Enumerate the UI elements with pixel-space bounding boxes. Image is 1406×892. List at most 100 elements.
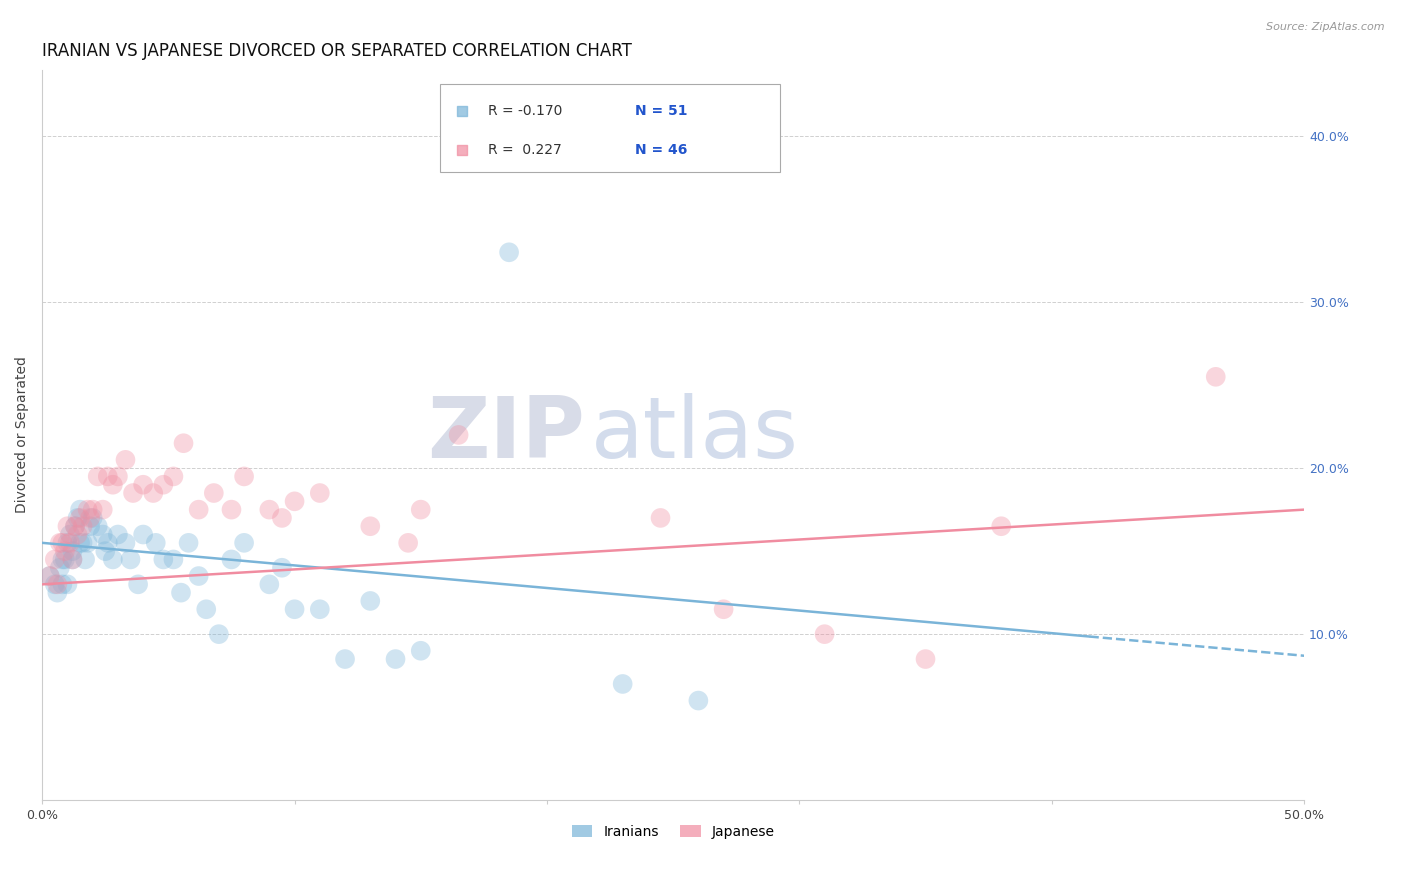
Point (72, 519, 94, 533)
Point (59, 527, 82, 541)
Point (76, 536, 98, 550)
Point (94, 544, 117, 558)
Point (384, 652, 406, 666)
Point (62, 544, 84, 558)
Point (49, 536, 72, 550)
Text: Source: ZipAtlas.com: Source: ZipAtlas.com (1267, 22, 1385, 32)
Point (56, 519, 79, 533)
Point (284, 602, 307, 616)
Point (447, 428, 470, 442)
Point (195, 602, 218, 616)
Point (87, 469, 110, 483)
Point (49, 560, 72, 574)
Point (333, 652, 356, 666)
Point (271, 560, 294, 574)
Point (59, 536, 82, 550)
Point (63, 519, 86, 533)
Point (63, 519, 86, 533)
Text: N = 51: N = 51 (636, 103, 688, 118)
Point (177, 536, 200, 550)
Point (72, 536, 94, 550)
Point (688, 693, 710, 707)
Point (82, 502, 104, 516)
Point (82, 511, 104, 525)
Point (173, 436, 195, 450)
Point (51, 536, 73, 550)
Point (202, 486, 225, 500)
Point (308, 486, 330, 500)
Point (62, 552, 84, 566)
Text: atlas: atlas (591, 393, 799, 476)
Point (990, 519, 1012, 533)
Point (44, 552, 66, 566)
Point (152, 552, 174, 566)
Point (162, 469, 184, 483)
Legend: Iranians, Japanese: Iranians, Japanese (567, 819, 780, 845)
Point (79, 511, 101, 525)
Point (187, 569, 209, 583)
Point (51, 552, 73, 566)
Text: R =  0.227: R = 0.227 (488, 143, 561, 157)
Point (114, 452, 136, 467)
Point (498, 245, 520, 260)
Point (66, 527, 89, 541)
Point (87, 519, 110, 533)
Text: N = 46: N = 46 (636, 143, 688, 157)
Point (914, 652, 936, 666)
Point (69, 536, 91, 550)
Point (132, 477, 155, 491)
Point (359, 594, 381, 608)
Point (813, 627, 835, 641)
Y-axis label: Divorced or Separated: Divorced or Separated (15, 357, 30, 514)
Point (46, 577, 69, 591)
Point (221, 552, 243, 566)
Point (44, 577, 66, 591)
Point (1205, 369, 1227, 384)
Point (409, 502, 432, 516)
Point (162, 552, 184, 566)
Point (76, 502, 98, 516)
Point (650, 511, 672, 525)
Point (122, 486, 145, 500)
Point (259, 577, 281, 591)
Point (46, 585, 69, 599)
Point (284, 494, 307, 508)
Point (53, 544, 76, 558)
Point (62, 552, 84, 566)
Point (91, 502, 114, 516)
Point (612, 677, 634, 691)
Point (114, 536, 136, 550)
Point (101, 477, 124, 491)
Point (271, 511, 294, 525)
Point (51, 577, 73, 591)
Text: ZIP: ZIP (427, 393, 585, 476)
Point (69, 511, 91, 525)
Point (396, 536, 419, 550)
Point (132, 527, 155, 541)
Point (221, 502, 243, 516)
Point (101, 552, 124, 566)
Point (91, 527, 114, 541)
Point (208, 627, 231, 641)
Point (409, 644, 432, 658)
Point (308, 602, 330, 616)
Point (152, 477, 174, 491)
FancyBboxPatch shape (440, 84, 780, 172)
Point (97, 536, 120, 550)
Point (66, 511, 89, 525)
Point (142, 486, 165, 500)
Point (233, 469, 256, 483)
Point (233, 536, 256, 550)
Point (53, 552, 76, 566)
Point (79, 519, 101, 533)
Point (145, 536, 167, 550)
Point (56, 577, 79, 591)
Point (170, 585, 193, 599)
Point (56, 536, 79, 550)
Point (75, 552, 97, 566)
Point (107, 469, 129, 483)
Point (107, 527, 129, 541)
Point (120, 552, 142, 566)
Point (127, 577, 149, 591)
Point (69, 502, 91, 516)
